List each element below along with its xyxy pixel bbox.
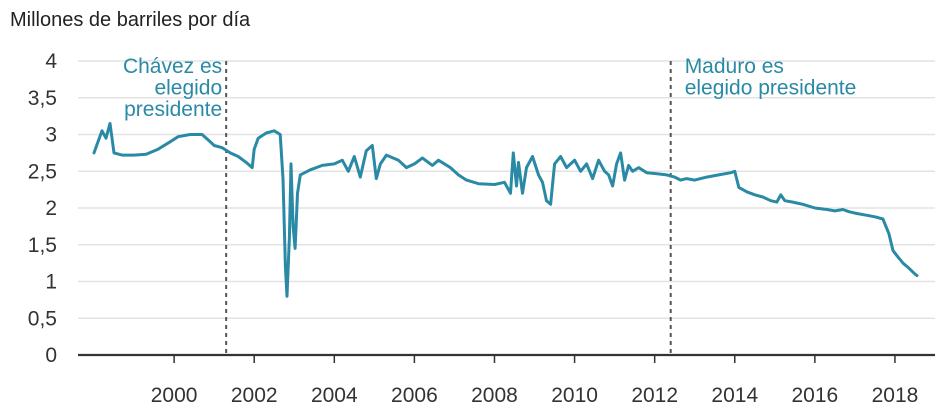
gridlines (78, 60, 935, 319)
x-tick-label: 2016 (792, 384, 839, 407)
x-tick-label: 2000 (151, 384, 198, 407)
y-axis-ticks: 0 0,5 1 1,5 2 2,5 3 3,5 4 (28, 50, 58, 367)
x-tick-label: 2014 (711, 384, 758, 407)
event-annotation-line: Maduro es (685, 55, 784, 78)
y-axis-title: Millones de barriles por día (10, 9, 251, 31)
x-tick-label: 2008 (471, 384, 518, 407)
x-tick-label: 2004 (311, 384, 358, 407)
y-tick-label: 4 (45, 50, 57, 73)
y-tick-label: 2 (45, 197, 57, 220)
event-annotation-line: Chávez es (123, 55, 222, 78)
y-tick-label: 0 (45, 344, 57, 367)
x-tick-label: 2012 (631, 384, 678, 407)
y-tick-label: 3 (45, 124, 57, 147)
x-axis-ticks: 2000 2002 2004 2006 2008 2010 2012 2014 2016 2018 (151, 355, 919, 407)
series-line-0 (92, 122, 919, 298)
y-tick-label: 3,5 (28, 87, 57, 110)
y-tick-label: 0,5 (28, 307, 57, 330)
x-tick-label: 2006 (391, 384, 438, 407)
y-tick-label: 1 (45, 271, 57, 294)
event-annotation-line: elegido presidente (685, 77, 857, 100)
y-tick-label: 2,5 (28, 160, 57, 183)
event-annotation-line: presidente (124, 98, 222, 121)
x-tick-label: 2002 (231, 384, 278, 407)
x-tick-label: 2010 (551, 384, 598, 407)
x-tick-label: 2018 (872, 384, 919, 407)
event-annotation-line: elegido (154, 77, 222, 100)
y-tick-label: 1,5 (28, 234, 57, 257)
series-layer (92, 122, 919, 298)
